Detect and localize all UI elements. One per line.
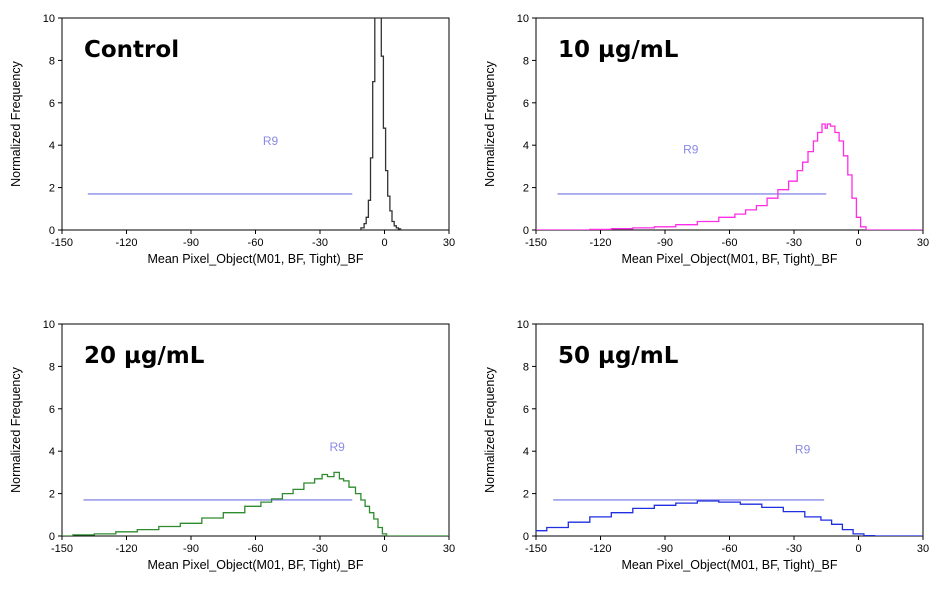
y-tick-label: 0: [523, 225, 529, 237]
histogram-series-line: [536, 500, 923, 536]
histogram-panel-4: -150 -120 -90 -60 -30 0 30 0 2 4 6 8 10 Mean Pixel_Ob…: [483, 319, 929, 572]
x-tick-label: -30: [312, 237, 328, 249]
y-tick-label: 2: [49, 183, 55, 195]
x-tick-label: -90: [657, 237, 673, 249]
region-gate-label: R9: [795, 442, 811, 456]
y-axis-title: Normalized Frequency: [483, 60, 497, 186]
y-tick-label: 0: [49, 531, 55, 543]
x-tick-label: -30: [786, 237, 802, 249]
histogram-panel-1: -150 -120 -90 -60 -30 0 30 0 2 4 6 8 10 Mean Pixel_Ob…: [9, 13, 455, 266]
y-tick-label: 4: [49, 140, 55, 152]
panel-title: Control: [84, 37, 179, 63]
y-tick-label: 8: [523, 55, 529, 67]
y-tick-label: 2: [49, 489, 55, 501]
x-tick-label: -30: [786, 543, 802, 555]
x-tick-label: -120: [115, 543, 137, 555]
y-tick-label: 4: [523, 140, 529, 152]
x-tick-label: 30: [443, 237, 455, 249]
y-tick-label: 10: [43, 13, 55, 25]
x-tick-label: 30: [917, 543, 929, 555]
x-tick-label: 30: [917, 237, 929, 249]
x-tick-label: -120: [115, 237, 137, 249]
x-tick-label: 0: [381, 237, 387, 249]
panel-title: 50 µg/mL: [558, 343, 679, 369]
histogram-series-line: [536, 123, 923, 230]
x-tick-label: -60: [248, 543, 264, 555]
x-tick-label: 30: [443, 543, 455, 555]
y-tick-label: 4: [49, 446, 55, 458]
x-tick-label: -150: [51, 237, 73, 249]
y-tick-label: 8: [523, 361, 529, 373]
y-axis-title: Normalized Frequency: [9, 60, 23, 186]
x-tick-label: -120: [589, 543, 611, 555]
y-tick-label: 10: [43, 319, 55, 331]
x-tick-label: -60: [722, 237, 738, 249]
y-axis-title: Normalized Frequency: [9, 366, 23, 492]
y-axis-title: Normalized Frequency: [483, 366, 497, 492]
x-tick-label: -120: [589, 237, 611, 249]
y-tick-label: 8: [49, 361, 55, 373]
region-gate-label: R9: [683, 143, 699, 157]
x-tick-label: -30: [312, 543, 328, 555]
y-tick-label: 6: [523, 98, 529, 110]
x-tick-label: 0: [855, 543, 861, 555]
y-tick-label: 8: [49, 55, 55, 67]
histogram-series-line: [62, 471, 449, 536]
y-tick-label: 6: [523, 404, 529, 416]
y-tick-label: 10: [517, 13, 529, 25]
histogram-series-line: [320, 18, 449, 230]
histogram-panel-3: -150 -120 -90 -60 -30 0 30 0 2 4 6 8 10 Mean Pixel_Ob…: [9, 319, 455, 572]
y-tick-label: 10: [517, 319, 529, 331]
panel-title: 10 µg/mL: [558, 37, 679, 63]
x-tick-label: -150: [525, 237, 547, 249]
y-tick-label: 0: [523, 531, 529, 543]
x-tick-label: -60: [722, 543, 738, 555]
x-tick-label: -150: [51, 543, 73, 555]
x-tick-label: -90: [183, 543, 199, 555]
x-axis-title: Mean Pixel_Object(M01, BF, Tight)_BF: [147, 252, 363, 266]
panel-title: 20 µg/mL: [84, 343, 205, 369]
region-gate-label: R9: [263, 134, 279, 148]
x-tick-label: -60: [248, 237, 264, 249]
y-tick-label: 6: [49, 404, 55, 416]
y-tick-label: 0: [49, 225, 55, 237]
y-tick-label: 6: [49, 98, 55, 110]
x-tick-label: 0: [381, 543, 387, 555]
y-tick-label: 2: [523, 183, 529, 195]
x-axis-title: Mean Pixel_Object(M01, BF, Tight)_BF: [621, 558, 837, 572]
x-tick-label: -90: [657, 543, 673, 555]
x-tick-label: -90: [183, 237, 199, 249]
x-tick-label: -150: [525, 543, 547, 555]
region-gate-label: R9: [330, 440, 346, 454]
histogram-panel-2: -150 -120 -90 -60 -30 0 30 0 2 4 6 8 10 Mean Pixel_Ob…: [483, 13, 929, 266]
y-tick-label: 4: [523, 446, 529, 458]
y-tick-label: 2: [523, 489, 529, 501]
x-axis-title: Mean Pixel_Object(M01, BF, Tight)_BF: [621, 252, 837, 266]
x-tick-label: 0: [855, 237, 861, 249]
x-axis-title: Mean Pixel_Object(M01, BF, Tight)_BF: [147, 558, 363, 572]
